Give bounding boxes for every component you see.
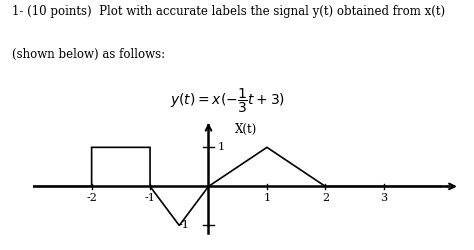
Text: 1- (10 points)  Plot with accurate labels the signal y(t) obtained from x(t): 1- (10 points) Plot with accurate labels… xyxy=(12,5,445,18)
Text: 1: 1 xyxy=(264,193,271,203)
Text: -1: -1 xyxy=(179,220,190,230)
Text: $y(t) = x(-\dfrac{1}{3}t + 3)$: $y(t) = x(-\dfrac{1}{3}t + 3)$ xyxy=(170,87,285,115)
Text: 2: 2 xyxy=(322,193,329,203)
Text: -1: -1 xyxy=(145,193,155,203)
Text: 1: 1 xyxy=(218,142,225,152)
Text: (shown below) as follows:: (shown below) as follows: xyxy=(12,48,165,60)
Text: -2: -2 xyxy=(86,193,97,203)
Text: X(t): X(t) xyxy=(235,123,257,136)
Text: 3: 3 xyxy=(380,193,387,203)
